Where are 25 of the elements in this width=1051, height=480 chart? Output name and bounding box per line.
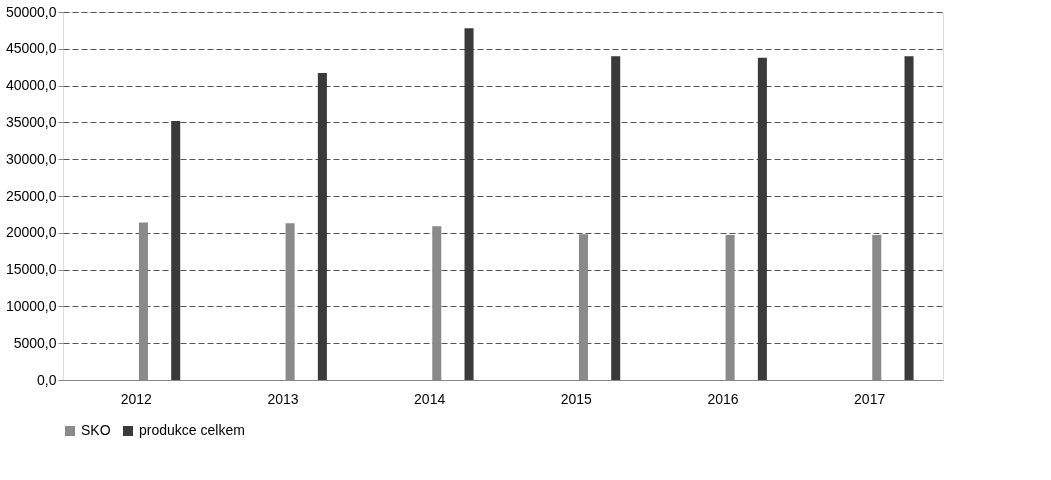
y-tick-label: 5000,0 bbox=[13, 334, 57, 351]
y-tick-label: 50000,0 bbox=[5, 3, 57, 20]
y-tick-label: 30000,0 bbox=[5, 150, 57, 167]
y-tick-label: 15000,0 bbox=[5, 261, 57, 278]
bar bbox=[464, 28, 474, 380]
legend-label: produkce celkem bbox=[139, 422, 245, 438]
bar bbox=[904, 56, 914, 380]
y-tick-label: 10000,0 bbox=[5, 297, 57, 314]
y-tick-label: 25000,0 bbox=[5, 187, 57, 204]
bar bbox=[611, 56, 621, 380]
bar bbox=[317, 73, 327, 380]
x-tick-label: 2017 bbox=[854, 390, 886, 407]
x-tick-label: 2015 bbox=[560, 390, 593, 407]
bar bbox=[171, 120, 181, 380]
x-tick-label: 2012 bbox=[120, 390, 153, 407]
y-tick-label: 20000,0 bbox=[5, 224, 57, 241]
x-tick-label: 2013 bbox=[267, 390, 299, 407]
x-tick-label: 2014 bbox=[414, 390, 446, 407]
y-tick-label: 40000,0 bbox=[5, 77, 57, 94]
y-tick-label: 45000,0 bbox=[5, 40, 57, 57]
y-tick-label: 35000,0 bbox=[5, 113, 57, 130]
y-tick-label: 0,0 bbox=[37, 371, 57, 388]
legend-label: SKO bbox=[81, 422, 111, 438]
bar bbox=[757, 57, 767, 380]
x-tick-label: 2016 bbox=[707, 390, 739, 407]
